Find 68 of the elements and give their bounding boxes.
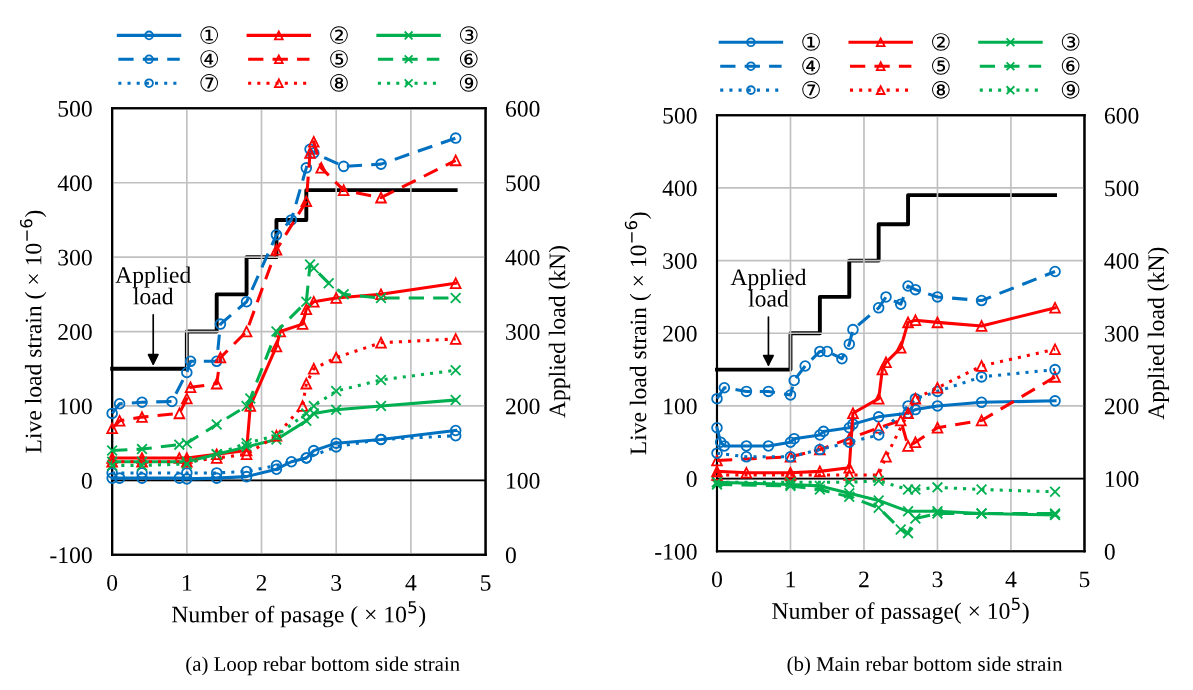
x-tick-label: 5 (1079, 571, 1090, 588)
y-tick-label: -100 (655, 543, 697, 560)
x-tick-label: 1 (183, 575, 192, 591)
legend-label: ⑨ (459, 74, 478, 92)
legend-label: ② (932, 33, 950, 51)
y-tick-label: 200 (663, 325, 697, 342)
x-tick-label: 5 (481, 575, 491, 591)
x-tick-label: 4 (1005, 571, 1017, 588)
legend-label: ⑧ (932, 80, 950, 99)
legend-label: ① (200, 26, 219, 44)
y2-axis-title: Applied load (kN) (548, 246, 571, 418)
y2-tick-label: 0 (505, 547, 516, 564)
y2-tick-label: 200 (1104, 398, 1139, 415)
legend-label: ⑥ (1061, 57, 1080, 75)
legend-label: ⑧ (330, 74, 348, 92)
y2-tick-label: 100 (507, 472, 540, 489)
x-tick-label: 1 (786, 571, 795, 588)
y2-tick-label: 100 (1105, 471, 1139, 488)
legend-label: ⑥ (459, 50, 478, 68)
y2-axis-title: Applied load (kN) (1147, 247, 1170, 420)
annotation: Applied load (730, 268, 807, 307)
legend-label: ④ (200, 50, 219, 68)
legend-label: ④ (802, 57, 820, 75)
x-tick-label: 2 (256, 574, 267, 591)
y2-tick-label: 600 (506, 100, 540, 117)
y2-tick-label: 200 (506, 398, 540, 415)
y-tick-label: 0 (686, 471, 697, 488)
x-tick-label: 4 (405, 575, 417, 591)
y-tick-label: 500 (58, 100, 92, 117)
y-tick-label: 400 (57, 175, 92, 192)
legend-label: ① (802, 33, 820, 51)
y-tick-label: -100 (50, 547, 92, 564)
y2-tick-label: 400 (505, 249, 540, 266)
y2-tick-label: 600 (1104, 107, 1139, 124)
y-tick-label: 100 (59, 398, 92, 415)
x-tick-label: 3 (932, 571, 943, 588)
y-tick-label: 300 (663, 253, 697, 270)
legend-label: ⑨ (1061, 80, 1080, 99)
x-tick-label: 3 (331, 574, 342, 591)
x-axis-title: Number of passage( × 10$^{5}$) (772, 597, 1029, 624)
y2-tick-label: 400 (1104, 253, 1139, 270)
y-tick-label: 300 (58, 249, 92, 266)
y2-tick-label: 300 (1105, 325, 1139, 342)
y-tick-label: 500 (663, 107, 697, 124)
y-tick-label: 400 (662, 180, 697, 197)
legend-label: ② (330, 26, 348, 44)
y-tick-label: 100 (664, 398, 697, 415)
x-tick-label: 2 (859, 571, 869, 588)
y2-tick-label: 500 (1105, 180, 1139, 197)
legend-label: ⑤ (932, 57, 950, 75)
y-tick-label: 200 (58, 324, 92, 340)
x-tick-label: 0 (107, 574, 118, 591)
legend-label: ③ (459, 26, 478, 44)
legend-label: ⑤ (330, 50, 348, 68)
y-axis-title: Live load strain ( × 10$^{−6}$) (624, 212, 652, 455)
annotation: Applied load (115, 266, 191, 305)
y2-tick-label: 300 (506, 324, 540, 340)
legend-label: ⑦ (200, 74, 219, 92)
y2-tick-label: 500 (506, 175, 540, 192)
text: (b) Main rebar bottom side strain (787, 656, 1063, 676)
y2-tick-label: 0 (1104, 543, 1115, 560)
legend-label: ⑦ (802, 80, 820, 99)
x-tick-label: 0 (711, 571, 722, 588)
legend-label: ③ (1061, 33, 1080, 51)
x-axis-title: Number of pasage ( × 10$^{5}$) (172, 601, 426, 628)
y-axis-title: Live load strain ( × 10$^{−6}$) (19, 210, 47, 453)
text: (a) Loop rebar bottom side strain (186, 656, 460, 676)
y-tick-label: 0 (81, 472, 92, 489)
